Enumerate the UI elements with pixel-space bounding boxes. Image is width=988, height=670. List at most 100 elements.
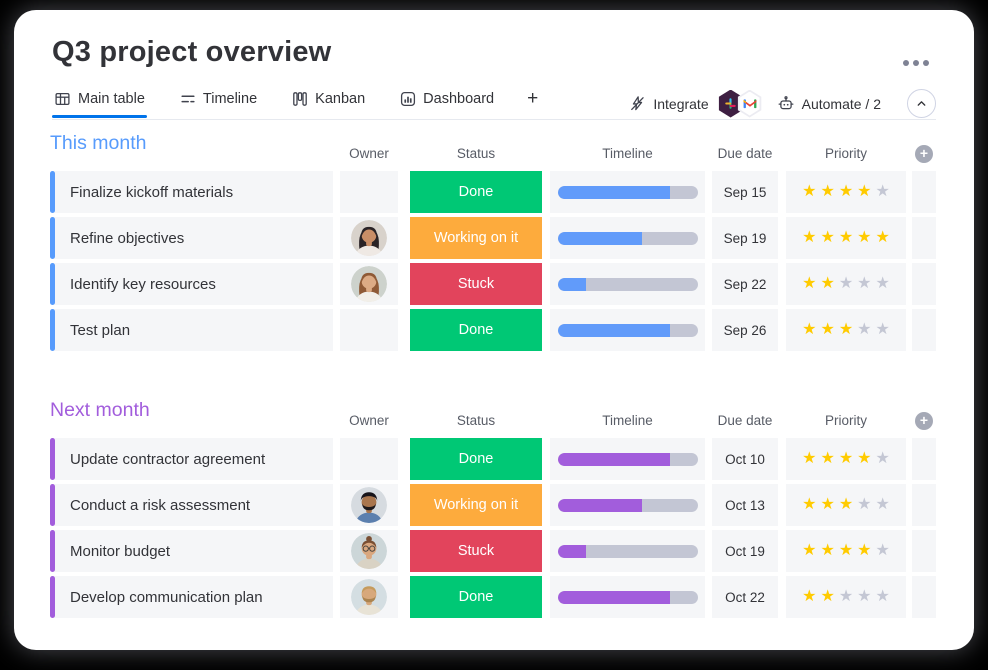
timeline-cell[interactable]	[550, 484, 705, 526]
star-filled-icon[interactable]: ★	[802, 229, 817, 246]
star-filled-icon[interactable]: ★	[857, 183, 872, 200]
priority-cell[interactable]: ★ ★ ★ ★ ★	[786, 530, 906, 572]
star-filled-icon[interactable]: ★	[802, 321, 817, 338]
star-filled-icon[interactable]: ★	[802, 588, 817, 605]
avatar-dark-haired-woman[interactable]	[351, 220, 387, 256]
star-filled-icon[interactable]: ★	[802, 450, 817, 467]
star-empty-icon[interactable]: ★	[838, 275, 854, 292]
star-filled-icon[interactable]: ★	[857, 542, 872, 559]
tab-timeline[interactable]: Timeline	[178, 89, 259, 117]
timeline-cell[interactable]	[550, 263, 705, 305]
empty-cell[interactable]	[912, 530, 936, 572]
avatar-man-with-turban[interactable]	[351, 487, 387, 523]
star-filled-icon[interactable]: ★	[838, 183, 854, 200]
star-empty-icon[interactable]: ★	[857, 275, 872, 292]
board-menu-button[interactable]	[903, 60, 929, 66]
empty-cell[interactable]	[912, 217, 936, 259]
star-empty-icon[interactable]: ★	[857, 321, 872, 338]
group-title[interactable]: This month	[50, 132, 147, 154]
avatar-bearded-man[interactable]	[351, 579, 387, 615]
star-filled-icon[interactable]: ★	[820, 321, 835, 338]
status-badge[interactable]: Working on it	[410, 217, 542, 259]
status-badge[interactable]: Done	[410, 171, 542, 213]
star-filled-icon[interactable]: ★	[838, 496, 854, 513]
empty-cell[interactable]	[912, 438, 936, 480]
due-date-cell[interactable]: Sep 26	[712, 309, 778, 351]
owner-cell[interactable]	[340, 438, 398, 480]
timeline-cell[interactable]	[550, 171, 705, 213]
priority-cell[interactable]: ★ ★ ★ ★ ★	[786, 438, 906, 480]
timeline-cell[interactable]	[550, 576, 705, 618]
star-filled-icon[interactable]: ★	[802, 496, 817, 513]
add-view-button[interactable]: +	[527, 88, 539, 109]
integration-badges[interactable]	[718, 89, 763, 118]
star-empty-icon[interactable]: ★	[875, 496, 890, 513]
star-filled-icon[interactable]: ★	[802, 275, 817, 292]
empty-cell[interactable]	[912, 576, 936, 618]
priority-cell[interactable]: ★ ★ ★ ★ ★	[786, 309, 906, 351]
star-filled-icon[interactable]: ★	[820, 229, 835, 246]
empty-cell[interactable]	[912, 263, 936, 305]
star-filled-icon[interactable]: ★	[875, 229, 890, 246]
star-filled-icon[interactable]: ★	[838, 542, 854, 559]
star-empty-icon[interactable]: ★	[875, 275, 890, 292]
owner-cell[interactable]	[340, 530, 398, 572]
owner-cell[interactable]	[340, 217, 398, 259]
task-cell[interactable]: Conduct a risk assessment	[50, 484, 333, 526]
star-filled-icon[interactable]: ★	[838, 450, 854, 467]
timeline-cell[interactable]	[550, 530, 705, 572]
star-empty-icon[interactable]: ★	[875, 321, 890, 338]
add-column-button[interactable]: +	[915, 145, 933, 163]
priority-cell[interactable]: ★ ★ ★ ★ ★	[786, 263, 906, 305]
task-cell[interactable]: Refine objectives	[50, 217, 333, 259]
status-badge[interactable]: Stuck	[410, 530, 542, 572]
star-filled-icon[interactable]: ★	[857, 229, 872, 246]
star-empty-icon[interactable]: ★	[875, 588, 890, 605]
due-date-cell[interactable]: Oct 19	[712, 530, 778, 572]
star-filled-icon[interactable]: ★	[838, 321, 854, 338]
avatar-woman-with-glasses[interactable]	[351, 533, 387, 569]
priority-cell[interactable]: ★ ★ ★ ★ ★	[786, 484, 906, 526]
star-filled-icon[interactable]: ★	[820, 275, 835, 292]
star-empty-icon[interactable]: ★	[875, 542, 890, 559]
star-filled-icon[interactable]: ★	[802, 542, 817, 559]
priority-cell[interactable]: ★ ★ ★ ★ ★	[786, 217, 906, 259]
due-date-cell[interactable]: Sep 15	[712, 171, 778, 213]
star-filled-icon[interactable]: ★	[820, 183, 835, 200]
star-filled-icon[interactable]: ★	[820, 542, 835, 559]
collapse-header-button[interactable]	[907, 89, 936, 118]
automate-button[interactable]: Automate / 2	[801, 95, 881, 112]
tab-main-table[interactable]: Main table	[52, 89, 147, 118]
priority-cell[interactable]: ★ ★ ★ ★ ★	[786, 171, 906, 213]
star-filled-icon[interactable]: ★	[838, 229, 854, 246]
tab-kanban[interactable]: Kanban	[290, 89, 367, 117]
star-filled-icon[interactable]: ★	[857, 450, 872, 467]
star-empty-icon[interactable]: ★	[838, 588, 854, 605]
star-empty-icon[interactable]: ★	[875, 450, 890, 467]
due-date-cell[interactable]: Sep 22	[712, 263, 778, 305]
status-badge[interactable]: Working on it	[410, 484, 542, 526]
star-filled-icon[interactable]: ★	[820, 496, 835, 513]
integrate-button[interactable]: Integrate	[653, 95, 709, 112]
star-filled-icon[interactable]: ★	[802, 183, 817, 200]
owner-cell[interactable]	[340, 484, 398, 526]
add-column-button[interactable]: +	[915, 412, 933, 430]
task-cell[interactable]: Finalize kickoff materials	[50, 171, 333, 213]
empty-cell[interactable]	[912, 171, 936, 213]
avatar-auburn-haired-woman[interactable]	[351, 266, 387, 302]
star-empty-icon[interactable]: ★	[857, 588, 872, 605]
task-cell[interactable]: Develop communication plan	[50, 576, 333, 618]
empty-cell[interactable]	[912, 484, 936, 526]
due-date-cell[interactable]: Oct 22	[712, 576, 778, 618]
task-cell[interactable]: Identify key resources	[50, 263, 333, 305]
owner-cell[interactable]	[340, 171, 398, 213]
status-badge[interactable]: Done	[410, 576, 542, 618]
task-cell[interactable]: Monitor budget	[50, 530, 333, 572]
task-cell[interactable]: Test plan	[50, 309, 333, 351]
star-filled-icon[interactable]: ★	[820, 450, 835, 467]
status-badge[interactable]: Done	[410, 309, 542, 351]
timeline-cell[interactable]	[550, 217, 705, 259]
due-date-cell[interactable]: Sep 19	[712, 217, 778, 259]
timeline-cell[interactable]	[550, 438, 705, 480]
due-date-cell[interactable]: Oct 10	[712, 438, 778, 480]
